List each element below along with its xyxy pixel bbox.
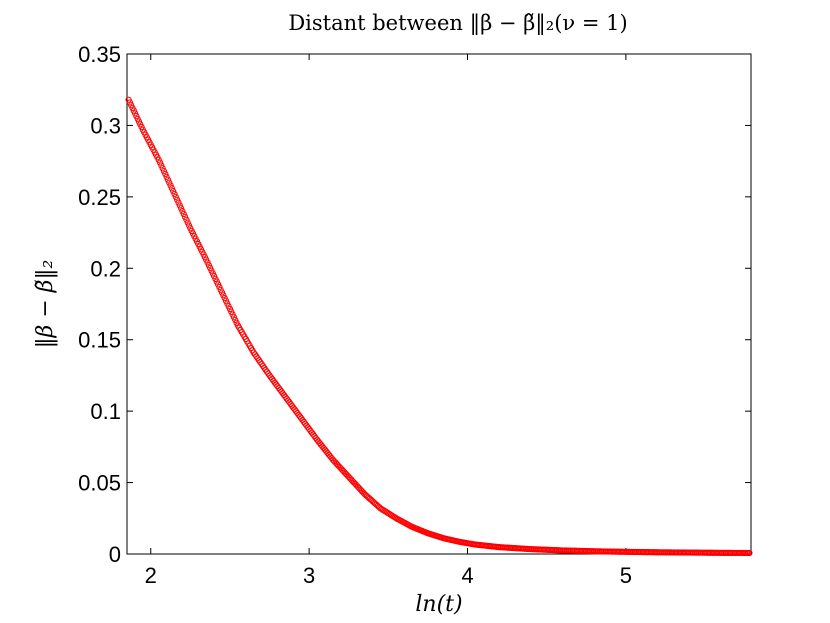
y-tick-label: 0.35 <box>78 42 121 67</box>
y-tick-label: 0.2 <box>90 256 121 281</box>
y-tick-label: 0.25 <box>78 185 121 210</box>
data-point-fill <box>181 213 189 220</box>
data-point-fill <box>162 170 169 178</box>
data-point-fill <box>174 196 181 203</box>
x-tick-label: 5 <box>620 563 632 588</box>
data-point-fill <box>185 222 193 229</box>
data-point-fill <box>167 182 174 189</box>
data-point-fill <box>156 159 164 166</box>
y-axis-label: ‖β − β̃‖₂ <box>33 260 58 349</box>
data-point-fill <box>172 193 179 200</box>
data-point-fill <box>159 165 166 172</box>
data-point-fill <box>160 168 168 175</box>
y-tick-label: 0.1 <box>90 399 121 424</box>
y-tick-label: 0.15 <box>78 328 121 353</box>
y-tick-label: 0.3 <box>90 113 121 138</box>
data-point-fill <box>180 210 187 218</box>
data-point <box>746 549 753 557</box>
data-point-fill <box>183 216 190 223</box>
y-tick-label: 0 <box>109 542 121 567</box>
data-point-fill <box>163 173 170 180</box>
data-point <box>155 156 162 163</box>
y-tick-label: 0.05 <box>78 471 121 496</box>
data-point-fill <box>164 176 172 183</box>
chart-title: Distant between ‖β − β̃‖₂(ν = 1) <box>288 11 627 36</box>
data-point-fill <box>175 199 182 206</box>
data-point-fill <box>166 179 173 186</box>
data-point-fill <box>184 219 191 226</box>
data-point-fill <box>168 185 175 192</box>
y-axis: 0 0.05 0.1 0.15 0.2 0.25 0.3 0.35 <box>78 42 751 567</box>
data-series <box>125 96 753 557</box>
data-point-fill <box>178 205 185 212</box>
data-point <box>171 190 178 198</box>
data-point-fill <box>179 208 186 215</box>
x-tick-label: 3 <box>303 563 315 588</box>
x-tick-label: 4 <box>461 563 473 588</box>
data-point-fill <box>170 188 177 195</box>
plot-area <box>126 53 752 555</box>
x-tick-label: 2 <box>145 563 157 588</box>
data-point-fill <box>176 202 183 209</box>
data-point-fill <box>158 162 165 169</box>
x-axis-label: ln(t) <box>415 592 462 617</box>
